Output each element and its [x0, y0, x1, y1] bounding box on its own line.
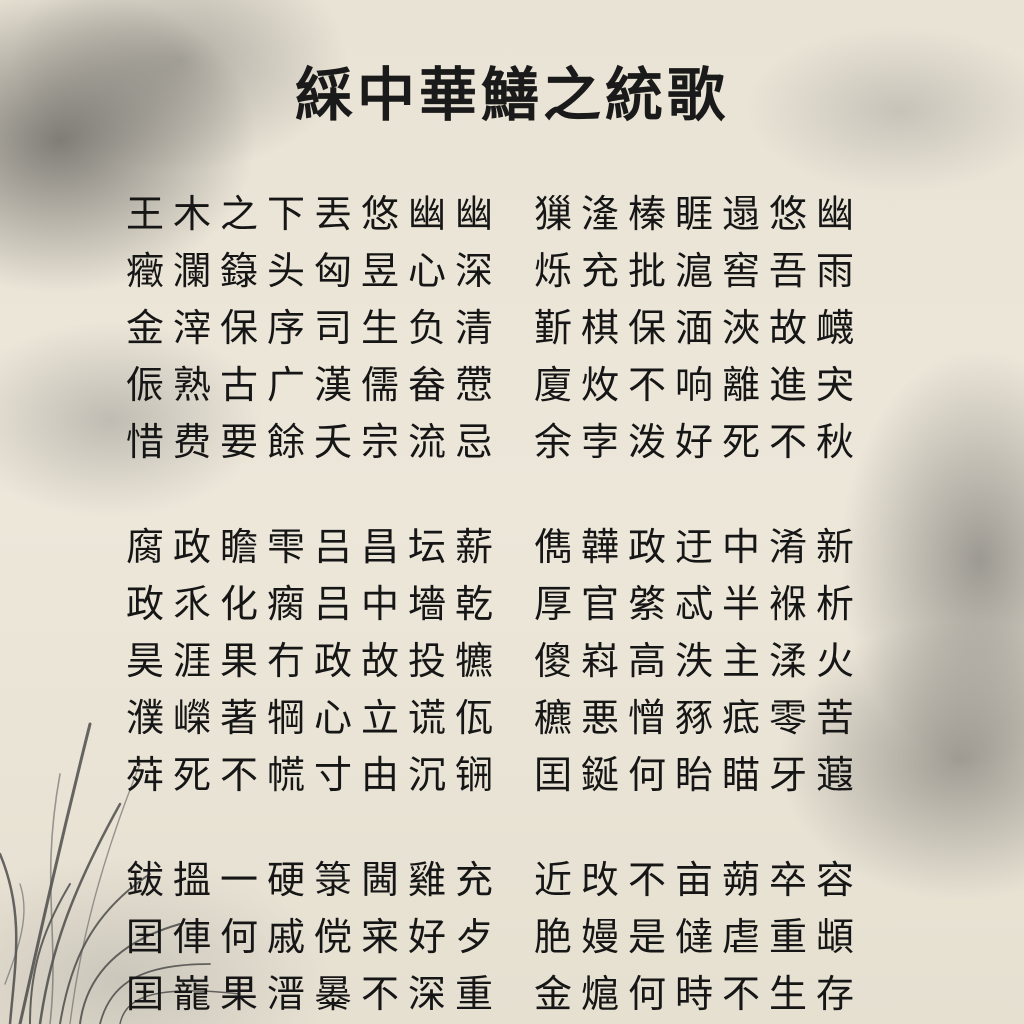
stanza-2-left-column: 腐政瞻雫吕昌坛薪 政乑化瘸吕中墻乾 昊涯果冇政故投犥 濮嶸著犅心立谎佤 荈死不㡛…: [126, 519, 498, 804]
poem-line: 囯俥何戚傥宷好歺: [126, 915, 503, 959]
stanza-1-right-column: 㺐湰榛睚遢悠幽 烁充批滬窖吾雨 斳棋保湎浹故衊 廈炇不响離進宊 余孛泼好死不秋: [534, 186, 906, 471]
poem-line: 金熩何時不生存: [534, 972, 864, 1016]
poem-line: 廈炇不响離進宊: [534, 363, 864, 407]
poem-line: 王木之下丟悠幽幽: [126, 192, 503, 236]
poem-line: 穮悪憎豩疷零苦: [534, 696, 864, 740]
poem-line: 癥瀾籙头匈昱心深: [126, 249, 503, 293]
poem-line: 侲熟古广漢儒畚慸: [126, 363, 503, 407]
stanza-3-left-column: 鈸搵一硬箓閪雞充 囯俥何戚傥宷好歺 囯巃果溍㬥不深重: [126, 852, 498, 1023]
poem-line: 脃嫚是㒓虐重䪼: [534, 915, 864, 959]
poem-body: 王木之下丟悠幽幽 癥瀾籙头匈昱心深 金滓保序司生负清 侲熟古广漢儒畚慸 惜费要餘…: [126, 186, 906, 1024]
poem-line: 厚官綮忒半褓析: [534, 582, 864, 626]
stanza-1: 王木之下丟悠幽幽 癥瀾籙头匈昱心深 金滓保序司生负清 侲熟古广漢儒畚慸 惜费要餘…: [126, 186, 906, 471]
poem-line: 儁韡政迂中淆新: [534, 525, 864, 569]
poem-title: 綵中華鱔之統歌: [294, 61, 729, 129]
poem-line: 㺐湰榛睚遢悠幽: [534, 192, 864, 236]
poem-line: 近攺不亩蒴卒容: [534, 858, 864, 902]
poem-line: 鈸搵一硬箓閪雞充: [126, 858, 503, 902]
poem-line: 金滓保序司生负清: [126, 306, 503, 350]
poem-line: 囯巃果溍㬥不深重: [126, 972, 503, 1016]
stanza-2-right-column: 儁韡政迂中淆新 厚官綮忒半褓析 傻嵙高泆主渘火 穮悪憎豩疷零苦 囯鋋何眙瞄牙蕸: [534, 519, 906, 804]
poem-line: 惜费要餘夭宗流忌: [126, 420, 503, 464]
poem-line: 政乑化瘸吕中墻乾: [126, 582, 503, 626]
poem-line: 斳棋保湎浹故衊: [534, 306, 864, 350]
stanza-3: 鈸搵一硬箓閪雞充 囯俥何戚傥宷好歺 囯巃果溍㬥不深重 近攺不亩蒴卒容 脃嫚是㒓虐…: [126, 852, 906, 1023]
reed-grass-illustration: [0, 722, 241, 1024]
poem-line: 腐政瞻雫吕昌坛薪: [126, 525, 503, 569]
stanza-2: 腐政瞻雫吕昌坛薪 政乑化瘸吕中墻乾 昊涯果冇政故投犥 濮嶸著犅心立谎佤 荈死不㡛…: [126, 519, 906, 804]
poem-line: 傻嵙高泆主渘火: [534, 639, 864, 683]
poem-line: 烁充批滬窖吾雨: [534, 249, 864, 293]
poem-line: 昊涯果冇政故投犥: [126, 639, 503, 683]
poem-line: 余孛泼好死不秋: [534, 420, 864, 464]
stanza-1-left-column: 王木之下丟悠幽幽 癥瀾籙头匈昱心深 金滓保序司生负清 侲熟古广漢儒畚慸 惜费要餘…: [126, 186, 498, 471]
poem-line: 荈死不㡛寸由沉锎: [126, 753, 503, 797]
poem-line: 濮嶸著犅心立谎佤: [126, 696, 503, 740]
poem-line: 囯鋋何眙瞄牙蕸: [534, 753, 864, 797]
stanza-3-right-column: 近攺不亩蒴卒容 脃嫚是㒓虐重䪼 金熩何時不生存: [534, 852, 906, 1023]
